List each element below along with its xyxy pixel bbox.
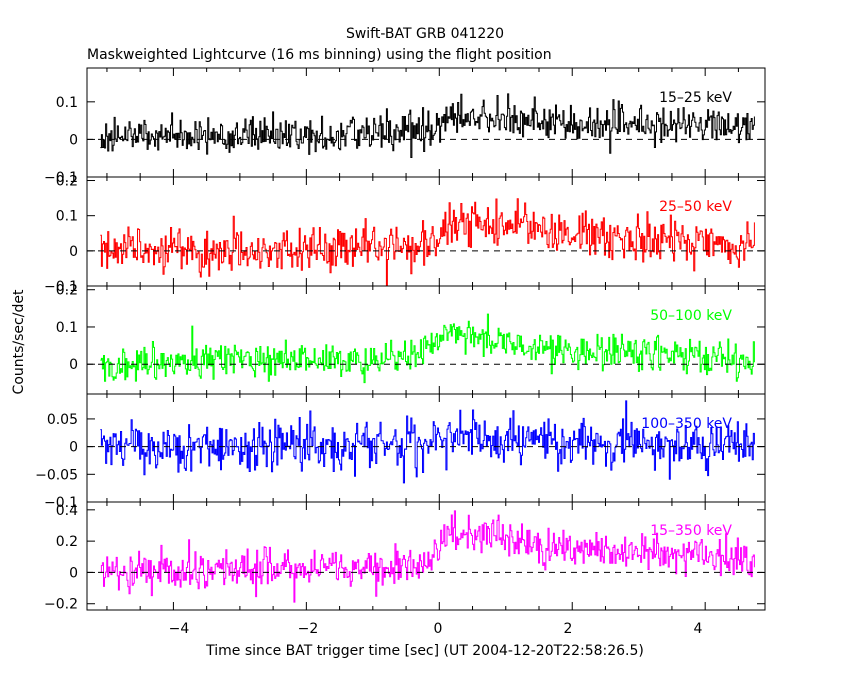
series-line [100, 313, 755, 384]
y-tick-label: −0.05 [35, 467, 78, 483]
band-label: 15–350 keV [650, 523, 732, 539]
chart-title: Swift-BAT GRB 041220 [346, 26, 504, 42]
y-tick-label: −0.2 [44, 597, 78, 613]
y-tick-label: −0.1 [44, 279, 78, 295]
x-tick-labels: −4 −2 0 2 4 [169, 621, 703, 637]
series-line [100, 400, 755, 484]
y-tick-label: 0 [69, 132, 78, 148]
y-tick-label: −0.1 [44, 170, 78, 186]
band-label: 100–350 keV [641, 416, 732, 432]
y-tick-label: 0.1 [56, 209, 78, 225]
panel-5: −0.2 0 0.2 0.4 15–350 keV [44, 501, 766, 613]
panel-frame [86, 501, 766, 611]
y-tick-label: 0.05 [47, 412, 78, 428]
y-tick-label: 0.4 [56, 503, 78, 519]
panel-1: −0.1 0 0.1 15–25 keV [44, 67, 766, 186]
panel-3: 0 0.1 0.2 50–100 keV [56, 283, 766, 395]
y-tick-label: 0 [69, 565, 78, 581]
x-tick-label: −2 [298, 621, 319, 637]
series-line [100, 510, 755, 603]
y-axis-label: Counts/sec/det [11, 289, 27, 394]
x-tick-label: −4 [169, 621, 190, 637]
x-axis-label: Time since BAT trigger time [sec] (UT 20… [205, 643, 644, 659]
y-tick-label: 0.1 [56, 95, 78, 111]
y-tick-label: 0.2 [56, 283, 78, 299]
x-tick-label: 0 [434, 621, 443, 637]
y-tick-label: 0 [69, 357, 78, 373]
panel-2: −0.1 0 0.1 0.2 25–50 keV [44, 174, 766, 295]
y-tick-label: 0 [69, 244, 78, 260]
panels: −0.1 0 0.1 15–25 keV −0.1 0 0.1 0.2 25–50 keV 0 0.… [35, 67, 766, 613]
x-tick-label: 2 [564, 621, 573, 637]
series-line [100, 198, 755, 286]
y-tick-label: 0.1 [56, 320, 78, 336]
y-tick-label: 0.2 [56, 534, 78, 550]
y-tick-label: −0.1 [44, 495, 78, 511]
y-tick-label: 0.2 [56, 174, 78, 190]
y-tick-label: 0 [69, 440, 78, 456]
band-label: 25–50 keV [659, 199, 732, 215]
x-tick-label: 4 [694, 621, 703, 637]
chart-subtitle: Maskweighted Lightcurve (16 ms binning) … [87, 47, 552, 63]
panel-4: −0.1 −0.05 0 0.05 100–350 keV [35, 393, 766, 511]
band-label: 15–25 keV [659, 90, 732, 106]
series-line [100, 93, 755, 158]
band-label: 50–100 keV [650, 308, 732, 324]
